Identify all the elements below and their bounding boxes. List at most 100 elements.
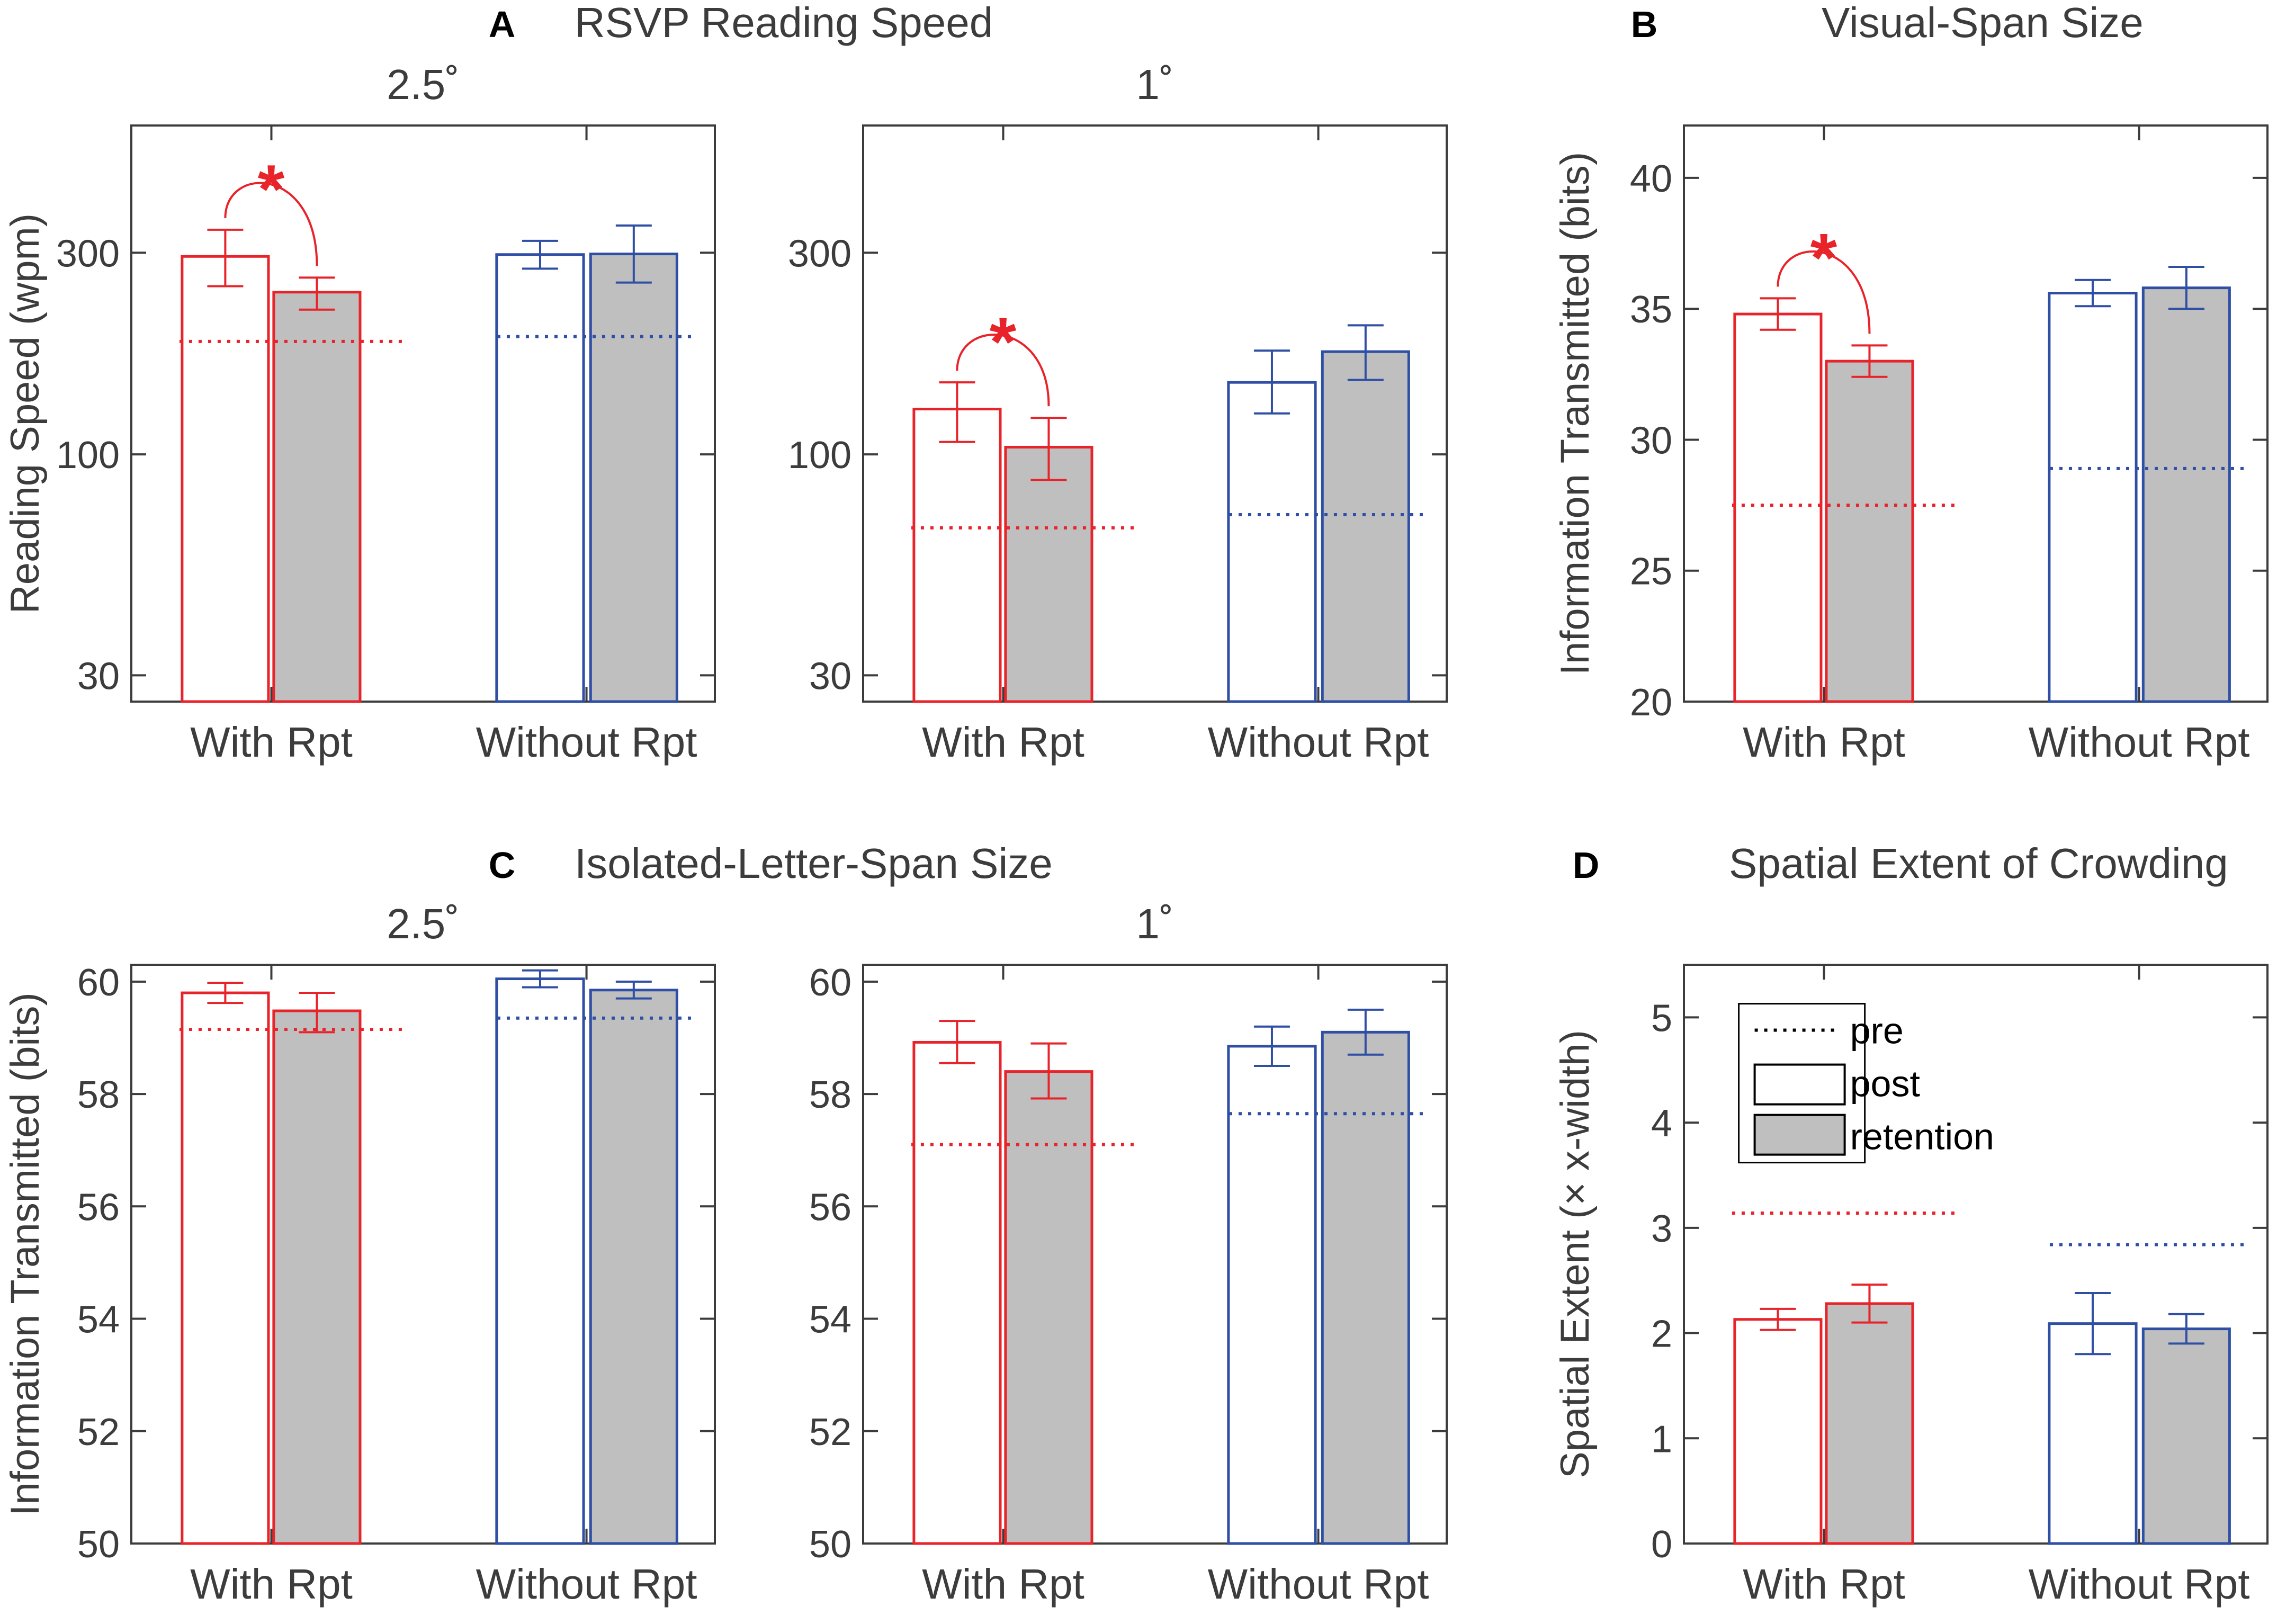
chart-panel-a1: 30 100 300 With Rpt Without Rpt * A RSVP Readin… [3,0,993,766]
category-label: With Rpt [1743,719,1905,766]
retention-bar [1321,350,1410,703]
retention-bar [2141,1327,2231,1545]
legend-post-label: post [1850,1063,1920,1105]
chart-panel-c2: 50 52 54 56 58 60 With Rpt Without Rpt 1˚ [809,900,1448,1608]
panel-subtitle: 2.5˚ [387,900,460,947]
plot-frame [862,964,1448,1545]
y-tick-label: 300 [788,232,851,275]
plot-frame [130,124,716,703]
y-tick-label: 58 [77,1074,120,1116]
chart-panel-a2: 30 100 300 With Rpt Without Rpt * 1˚ [788,61,1448,766]
chart-panel-b: 20 25 30 35 40 With Rpt Without Rpt * B Visual-Sp… [1553,0,2269,766]
category-label: With Rpt [922,719,1084,766]
y-tick-label: 54 [809,1299,851,1341]
y-tick-label: 30 [1630,419,1672,462]
y-tick-label: 60 [77,962,120,1004]
category-label: Without Rpt [476,1560,697,1608]
post-bar [1733,1318,1823,1545]
retention-bar [1825,1302,1914,1545]
y-tick-label: 56 [77,1186,120,1228]
legend-retention-swatch [1753,1114,1846,1156]
y-tick-label: 58 [809,1074,851,1116]
significance-arc [224,182,318,266]
panel-title: Isolated-Letter-Span Size [575,840,1053,887]
y-tick-label: 100 [56,434,120,477]
y-tick-label: 20 [1630,681,1672,724]
y-tick-label: 3 [1651,1208,1672,1250]
y-axis-title: Reading Speed (wpm) [3,213,48,614]
category-label: With Rpt [1743,1560,1905,1608]
y-tick-label: 52 [77,1411,120,1453]
post-bar [495,977,585,1545]
y-axis-title: Spatial Extent (× x-width) [1553,1030,1598,1478]
y-tick-label: 1 [1651,1418,1672,1460]
retention-bar [272,291,362,703]
panel-title: RSVP Reading Speed [575,0,993,46]
panel-letter: C [489,845,516,886]
category-label: With Rpt [190,719,353,766]
significance-arc [956,333,1050,407]
post-bar [1227,381,1317,703]
legend-pre-label: pre [1850,1010,1904,1052]
post-bar [495,253,585,703]
post-bar [1733,312,1823,703]
category-label: Without Rpt [2029,719,2250,766]
retention-bar [1321,1030,1410,1545]
y-tick-label: 2 [1651,1313,1672,1356]
plot-frame [130,964,716,1545]
panel-letter: B [1631,4,1658,45]
y-tick-label: 30 [809,655,851,697]
category-label: With Rpt [922,1560,1084,1608]
significance-star: * [258,150,285,228]
post-bar [2048,292,2138,703]
category-label: Without Rpt [2029,1560,2250,1608]
y-tick-label: 30 [77,655,120,697]
y-tick-label: 54 [77,1299,120,1341]
y-tick-label: 50 [77,1523,120,1566]
significance-arc [1777,250,1871,334]
category-label: Without Rpt [1208,719,1429,766]
panel-letter: D [1573,845,1600,886]
plot-frame [1683,964,2269,1545]
panel-title: Spatial Extent of Crowding [1729,840,2228,887]
retention-bar [589,989,678,1545]
post-bar [181,255,270,703]
retention-bar [2141,286,2231,703]
y-tick-label: 52 [809,1411,851,1453]
y-tick-label: 35 [1630,289,1672,331]
panel-title: Visual-Span Size [1822,0,2144,46]
post-bar [912,408,1002,703]
category-label: With Rpt [190,1560,353,1608]
retention-bar [589,253,678,703]
y-tick-label: 25 [1630,551,1672,593]
panel-subtitle: 1˚ [1136,61,1173,108]
legend: pre post retention [1738,1003,1994,1164]
y-tick-label: 50 [809,1523,851,1566]
y-tick-label: 300 [56,232,120,275]
y-axis-title: Information Transmitted (bits) [3,992,48,1515]
category-label: Without Rpt [1208,1560,1429,1608]
y-tick-label: 100 [788,434,851,477]
post-bar [912,1040,1002,1545]
y-tick-label: 0 [1651,1523,1672,1566]
retention-bar [272,1009,362,1545]
panel-subtitle: 1˚ [1136,900,1173,947]
legend-post-swatch [1753,1063,1846,1106]
y-axis-title: Information Transmitted (bits) [1553,152,1598,675]
panel-letter: A [489,4,516,45]
plot-frame [1683,124,2269,703]
panel-subtitle: 2.5˚ [387,61,460,108]
chart-panel-c1: 50 52 54 56 58 60 With Rpt Without Rpt C Isolated… [3,840,1053,1608]
retention-bar [1004,1070,1093,1545]
retention-bar [1004,445,1093,703]
post-bar [1227,1045,1317,1545]
y-tick-label: 4 [1651,1102,1672,1145]
chart-panel-d: 0 1 2 3 4 5 With Rpt Without Rpt D Spatial Extent… [1553,840,2269,1608]
category-label: Without Rpt [476,719,697,766]
post-bar [181,991,270,1545]
significance-star: * [1810,219,1837,296]
significance-star: * [990,303,1017,380]
retention-bar [1825,360,1914,703]
y-tick-label: 40 [1630,158,1672,200]
